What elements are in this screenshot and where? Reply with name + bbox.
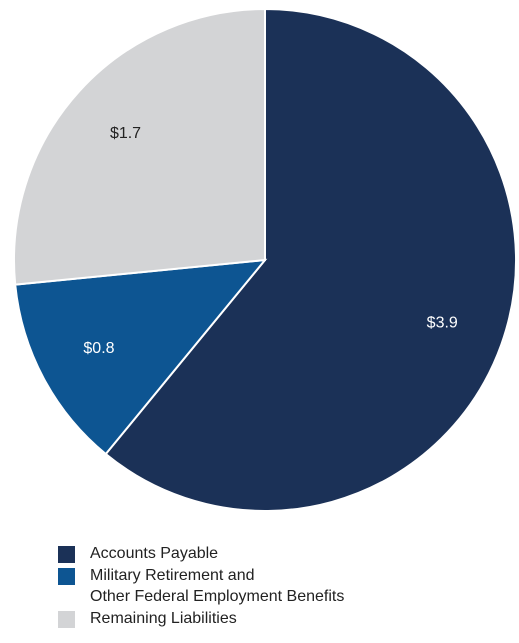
data-label: $1.7 [110, 125, 141, 142]
legend-swatch [58, 568, 75, 585]
pie-slice [14, 258, 268, 456]
data-label: $3.9 [427, 315, 458, 332]
legend-label: Accounts Payable [90, 545, 219, 562]
legend-item: Military Retirement and Other Federal Em… [58, 567, 344, 607]
legend-item: Remaining Liabilities [58, 610, 344, 629]
legend-label: Remaining Liabilities [90, 610, 237, 627]
pie-slice [104, 7, 517, 512]
legend-label: Military Retirement and Other Federal Em… [90, 567, 345, 605]
pie-slice [13, 7, 266, 286]
data-label: $0.8 [83, 340, 114, 357]
legend-item: Accounts Payable [58, 545, 344, 564]
legend-swatch [58, 611, 75, 628]
legend: Accounts Payable Military Retirement and … [58, 545, 344, 632]
legend-swatch [58, 546, 75, 563]
chart: $3.9 $0.8 $1.7 [13, 7, 517, 512]
